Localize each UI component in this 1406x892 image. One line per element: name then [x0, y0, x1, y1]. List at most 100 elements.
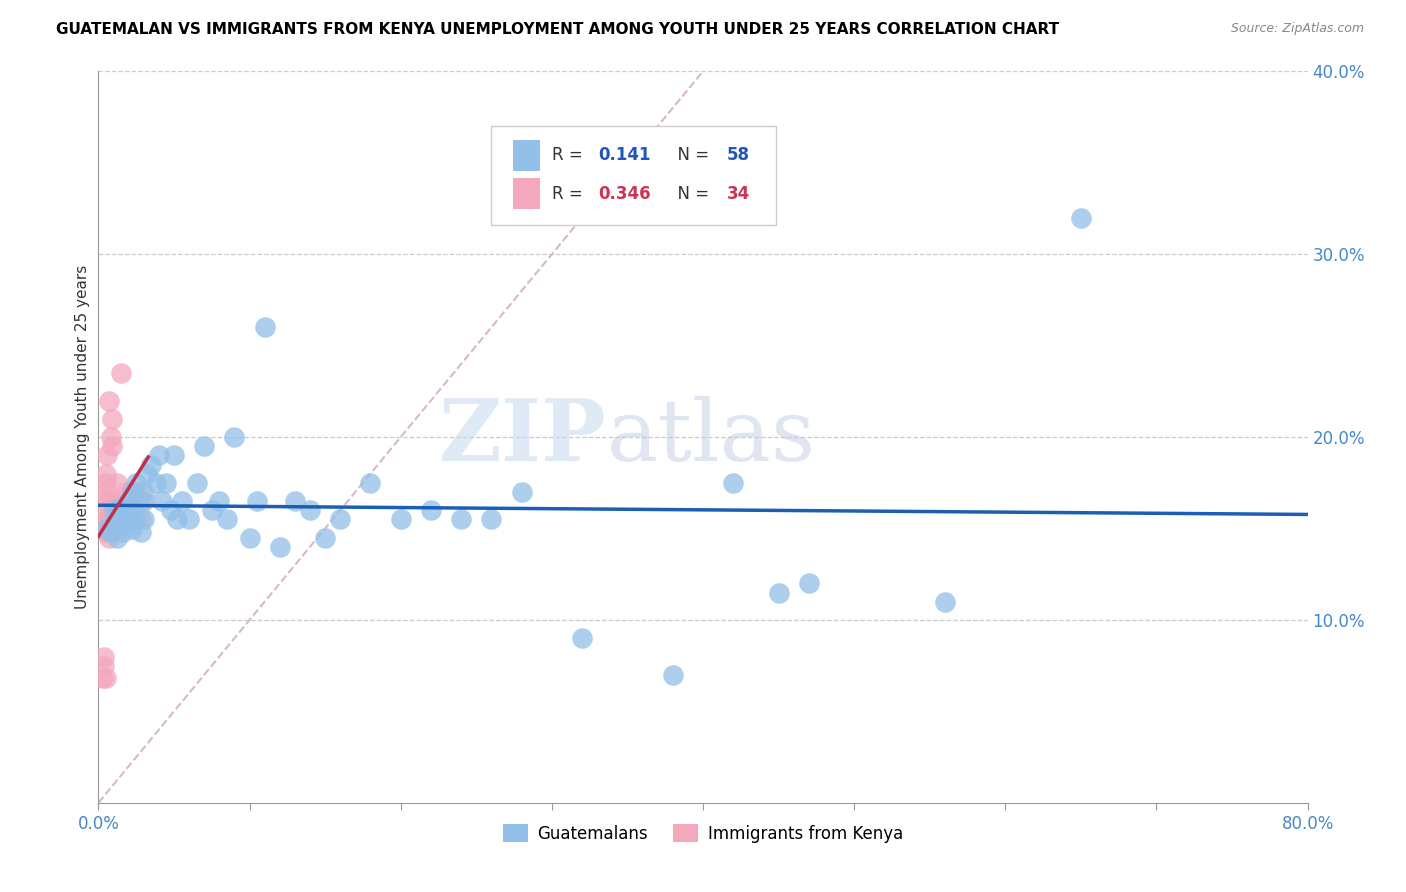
Point [101, 412, 124, 426]
Point [94, 485, 117, 500]
Point [100, 512, 122, 526]
Point [135, 467, 157, 481]
Point [103, 512, 125, 526]
Point [94, 521, 117, 535]
Point [98, 393, 121, 408]
Point [141, 458, 163, 472]
Point [118, 494, 141, 508]
Point [121, 485, 143, 500]
FancyBboxPatch shape [492, 126, 776, 225]
Point [121, 503, 143, 517]
Point [118, 494, 141, 508]
Point [201, 503, 224, 517]
Point [94, 503, 117, 517]
Point [100, 430, 122, 444]
Text: 58: 58 [727, 146, 751, 164]
Point [253, 320, 276, 334]
Point [129, 494, 152, 508]
Point [114, 512, 136, 526]
Point [148, 448, 170, 462]
Point [103, 512, 125, 526]
Point [110, 366, 132, 380]
Point [103, 503, 125, 517]
Point [132, 512, 155, 526]
Point [125, 485, 148, 500]
Point [150, 494, 173, 508]
Point [101, 439, 124, 453]
Point [163, 448, 186, 462]
Point [299, 503, 322, 517]
Point [105, 475, 128, 490]
Point [96, 512, 118, 526]
Text: 0.346: 0.346 [598, 185, 651, 202]
Point [114, 485, 136, 500]
Point [571, 632, 593, 646]
Point [100, 494, 122, 508]
Point [224, 430, 246, 444]
Legend: Guatemalans, Immigrants from Kenya: Guatemalans, Immigrants from Kenya [496, 818, 910, 849]
Point [91, 672, 114, 686]
Point [768, 585, 790, 599]
Point [132, 485, 155, 500]
Point [94, 672, 117, 686]
Point [166, 512, 188, 526]
Point [208, 494, 231, 508]
Point [215, 512, 238, 526]
Point [125, 512, 148, 526]
Point [314, 531, 336, 545]
Point [111, 525, 134, 540]
FancyBboxPatch shape [513, 140, 540, 171]
Point [93, 658, 115, 673]
Point [389, 512, 412, 526]
Text: GUATEMALAN VS IMMIGRANTS FROM KENYA UNEMPLOYMENT AMONG YOUTH UNDER 25 YEARS CORR: GUATEMALAN VS IMMIGRANTS FROM KENYA UNEM… [56, 22, 1059, 37]
Point [94, 494, 117, 508]
Point [121, 521, 143, 535]
Point [186, 475, 208, 490]
Text: 34: 34 [727, 185, 751, 202]
Text: N =: N = [666, 185, 714, 202]
Text: R =: R = [551, 185, 588, 202]
Point [179, 512, 201, 526]
Point [797, 576, 820, 591]
Point [145, 475, 167, 490]
Point [118, 507, 141, 521]
Point [105, 531, 128, 545]
Point [91, 521, 114, 535]
Point [100, 525, 122, 540]
Point [110, 500, 132, 514]
Point [934, 594, 956, 608]
Point [723, 475, 745, 490]
Point [160, 503, 183, 517]
Text: ZIP: ZIP [439, 395, 606, 479]
Text: N =: N = [666, 146, 714, 164]
Y-axis label: Unemployment Among Youth under 25 years: Unemployment Among Youth under 25 years [75, 265, 90, 609]
FancyBboxPatch shape [513, 178, 540, 209]
Point [155, 475, 177, 490]
Point [269, 540, 291, 554]
Point [125, 475, 148, 490]
Point [661, 667, 683, 681]
Point [132, 494, 155, 508]
Text: Source: ZipAtlas.com: Source: ZipAtlas.com [1230, 22, 1364, 36]
Point [193, 439, 215, 453]
Point [481, 512, 503, 526]
Point [420, 503, 443, 517]
Point [107, 494, 129, 508]
Point [329, 512, 352, 526]
Point [103, 503, 125, 517]
Point [246, 494, 269, 508]
Text: 0.141: 0.141 [598, 146, 651, 164]
Point [450, 512, 472, 526]
Point [239, 531, 262, 545]
Point [129, 512, 152, 526]
Point [96, 448, 118, 462]
Point [284, 494, 307, 508]
Point [170, 494, 193, 508]
Point [110, 517, 132, 532]
Point [510, 485, 533, 500]
Point [94, 512, 117, 526]
Text: R =: R = [551, 146, 588, 164]
Point [94, 475, 117, 490]
Point [1070, 211, 1092, 225]
Point [93, 649, 115, 664]
